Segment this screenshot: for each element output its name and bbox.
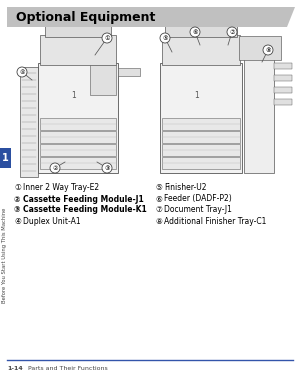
Bar (162, 118, 240, 130)
Text: ⑤: ⑤ (155, 183, 162, 193)
Text: ⑦: ⑦ (229, 29, 235, 34)
Circle shape (50, 163, 60, 173)
Bar (162, 144, 240, 156)
Text: Finisher-U2: Finisher-U2 (164, 183, 206, 193)
Text: Cassette Feeding Module-K1: Cassette Feeding Module-K1 (23, 205, 147, 215)
Text: ④: ④ (19, 69, 25, 74)
Text: Duplex Unit-A1: Duplex Unit-A1 (23, 217, 81, 225)
Text: ③: ③ (104, 166, 110, 171)
Text: ③: ③ (14, 205, 20, 215)
Text: ⑧: ⑧ (265, 47, 271, 52)
Text: Before You Start Using This Machine: Before You Start Using This Machine (2, 207, 7, 303)
Circle shape (102, 33, 112, 43)
Bar (244, 58, 274, 173)
Text: ②: ② (52, 166, 58, 171)
Text: 1-14: 1-14 (7, 366, 23, 371)
Bar (162, 131, 240, 143)
Text: ②: ② (14, 195, 20, 203)
Text: 1: 1 (2, 153, 9, 163)
Bar (40, 35, 116, 65)
Circle shape (263, 45, 273, 55)
Bar (162, 35, 240, 65)
Bar (239, 36, 281, 60)
Text: ⑥: ⑥ (192, 29, 198, 34)
Bar (160, 63, 242, 173)
Text: ⑥: ⑥ (155, 195, 162, 203)
Circle shape (102, 163, 112, 173)
Bar (165, 17, 237, 37)
Bar (162, 157, 240, 169)
Text: Parts and Their Functions: Parts and Their Functions (28, 366, 108, 371)
Circle shape (190, 27, 200, 37)
Text: ⑧: ⑧ (155, 217, 162, 225)
Bar (45, 17, 111, 37)
Bar (40, 157, 116, 169)
Text: Inner 2 Way Tray-E2: Inner 2 Way Tray-E2 (23, 183, 99, 193)
Text: 1: 1 (194, 90, 199, 100)
Bar (40, 144, 116, 156)
Text: ④: ④ (14, 217, 21, 225)
Bar (274, 99, 292, 105)
Bar (274, 87, 292, 93)
Text: ①: ① (104, 36, 110, 41)
Bar (0, 148, 11, 168)
Text: Document Tray-J1: Document Tray-J1 (164, 205, 232, 215)
Circle shape (160, 33, 170, 43)
Polygon shape (7, 7, 295, 27)
Text: ⑤: ⑤ (162, 36, 168, 41)
Text: Cassette Feeding Module-J1: Cassette Feeding Module-J1 (23, 195, 144, 203)
Bar (38, 63, 118, 173)
Text: ①: ① (14, 183, 21, 193)
Text: ⑦: ⑦ (155, 205, 162, 215)
Text: Feeder (DADF-P2): Feeder (DADF-P2) (164, 195, 232, 203)
Bar (118, 68, 140, 76)
Text: Optional Equipment: Optional Equipment (16, 11, 155, 24)
Circle shape (227, 27, 237, 37)
Text: 1: 1 (72, 90, 76, 100)
FancyBboxPatch shape (20, 67, 38, 177)
Bar (274, 63, 292, 69)
Circle shape (17, 67, 27, 77)
Text: Additional Finisher Tray-C1: Additional Finisher Tray-C1 (164, 217, 266, 225)
Bar (274, 75, 292, 81)
Bar (40, 118, 116, 130)
Bar (90, 65, 116, 95)
Bar (40, 131, 116, 143)
